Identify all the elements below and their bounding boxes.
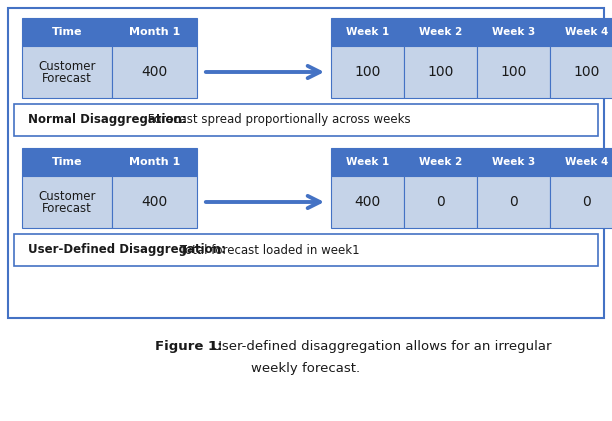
Text: 400: 400 (141, 65, 168, 79)
Text: 100: 100 (354, 65, 381, 79)
Text: 0: 0 (436, 195, 445, 209)
Text: Time: Time (52, 27, 82, 37)
Bar (14, 234, 598, 266)
Bar (22, 18, 112, 46)
Bar (331, 176, 404, 228)
Bar (22, 148, 112, 176)
Text: Figure 1:: Figure 1: (155, 340, 223, 353)
Text: Week 2: Week 2 (419, 157, 462, 167)
Bar (477, 18, 550, 46)
Bar (477, 148, 550, 176)
Text: weekly forecast.: weekly forecast. (252, 362, 360, 375)
Bar (550, 176, 612, 228)
Text: User-Defined Disaggregation:: User-Defined Disaggregation: (28, 243, 226, 256)
Bar (404, 148, 477, 176)
Text: Customer: Customer (38, 61, 95, 74)
Text: 100: 100 (427, 65, 453, 79)
Text: Forecast: Forecast (42, 72, 92, 85)
Text: 0: 0 (509, 195, 518, 209)
Bar (112, 176, 197, 228)
Text: 100: 100 (501, 65, 527, 79)
Bar (550, 18, 612, 46)
Text: Week 3: Week 3 (492, 27, 535, 37)
Bar (331, 18, 404, 46)
Bar (14, 104, 598, 136)
Text: Week 1: Week 1 (346, 27, 389, 37)
Text: 400: 400 (141, 195, 168, 209)
Bar (112, 148, 197, 176)
Text: Week 4: Week 4 (565, 157, 608, 167)
Text: Forecast: Forecast (42, 202, 92, 215)
Bar (404, 176, 477, 228)
Bar (112, 46, 197, 98)
Text: Total forecast loaded in week1: Total forecast loaded in week1 (176, 243, 359, 256)
Bar (550, 46, 612, 98)
Bar (477, 176, 550, 228)
Bar (550, 148, 612, 176)
Text: Week 2: Week 2 (419, 27, 462, 37)
Bar (112, 18, 197, 46)
Text: Normal Disaggregation:: Normal Disaggregation: (28, 114, 187, 126)
Text: Week 3: Week 3 (492, 157, 535, 167)
Bar (477, 46, 550, 98)
Bar (22, 176, 112, 228)
Bar (331, 46, 404, 98)
Text: Month 1: Month 1 (129, 27, 180, 37)
Bar (404, 18, 477, 46)
Text: 0: 0 (582, 195, 591, 209)
Text: Time: Time (52, 157, 82, 167)
Text: Customer: Customer (38, 190, 95, 203)
Bar (8, 8, 604, 318)
Bar (404, 46, 477, 98)
Bar (331, 148, 404, 176)
Text: 400: 400 (354, 195, 381, 209)
Text: Week 1: Week 1 (346, 157, 389, 167)
Text: Month 1: Month 1 (129, 157, 180, 167)
Text: Forecast spread proportionally across weeks: Forecast spread proportionally across we… (144, 114, 411, 126)
Text: User-defined disaggregation allows for an irregular: User-defined disaggregation allows for a… (208, 340, 551, 353)
Text: Week 4: Week 4 (565, 27, 608, 37)
Text: 100: 100 (573, 65, 600, 79)
Bar (22, 46, 112, 98)
